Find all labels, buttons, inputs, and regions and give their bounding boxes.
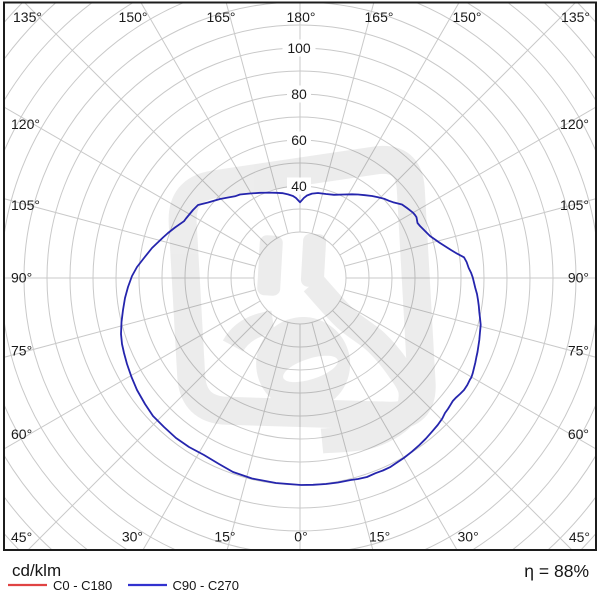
svg-text:C90 - C270: C90 - C270 [173,578,239,593]
svg-text:C0 - C180: C0 - C180 [53,578,112,593]
svg-text:105°: 105° [11,197,40,213]
svg-text:40: 40 [291,178,307,194]
svg-text:75°: 75° [11,343,32,359]
svg-text:165°: 165° [207,9,236,25]
svg-text:120°: 120° [11,116,40,132]
svg-text:cd/klm: cd/klm [12,561,61,580]
svg-text:120°: 120° [560,116,589,132]
svg-text:60°: 60° [11,426,32,442]
svg-text:180°: 180° [287,9,316,25]
svg-text:135°: 135° [561,9,590,25]
svg-text:60°: 60° [568,426,589,442]
svg-text:η = 88%: η = 88% [524,561,589,581]
svg-text:80: 80 [291,86,307,102]
svg-text:90°: 90° [568,270,589,286]
svg-text:45°: 45° [569,529,590,545]
svg-text:15°: 15° [214,529,235,545]
svg-text:0°: 0° [294,529,307,545]
svg-text:150°: 150° [453,9,482,25]
svg-text:150°: 150° [119,9,148,25]
svg-text:75°: 75° [568,343,589,359]
svg-text:165°: 165° [365,9,394,25]
svg-text:135°: 135° [13,9,42,25]
svg-text:105°: 105° [560,197,589,213]
svg-text:90°: 90° [11,270,32,286]
svg-text:45°: 45° [11,529,32,545]
svg-text:30°: 30° [122,529,143,545]
svg-text:30°: 30° [458,529,479,545]
svg-text:15°: 15° [369,529,390,545]
svg-text:100: 100 [287,40,311,56]
svg-text:60: 60 [291,132,307,148]
